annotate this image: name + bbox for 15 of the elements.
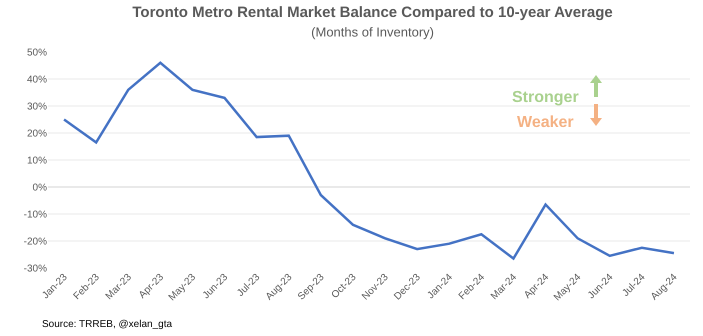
annotation: Stronger [512, 89, 579, 106]
y-tick-label: 20% [26, 128, 48, 140]
source-note: Source: TRREB, @xelan_gta [42, 319, 172, 330]
chart-subtitle: (Months of Inventory) [311, 24, 434, 40]
y-tick-label: 40% [26, 74, 48, 86]
y-tick-label: 30% [26, 102, 48, 112]
y-tick-label: -10% [24, 210, 48, 220]
y-tick-label: 10% [26, 156, 48, 166]
chart-title: Toronto Metro Rental Market Balance Compared to 10-year Average [132, 4, 613, 21]
y-tick-label: -30% [24, 264, 48, 274]
y-tick-label: -20% [24, 236, 48, 248]
y-tick-label: 50% [26, 48, 48, 58]
y-tick-label: 0% [32, 182, 48, 194]
annotation: Weaker [517, 114, 574, 131]
line-series [62, 62, 676, 260]
